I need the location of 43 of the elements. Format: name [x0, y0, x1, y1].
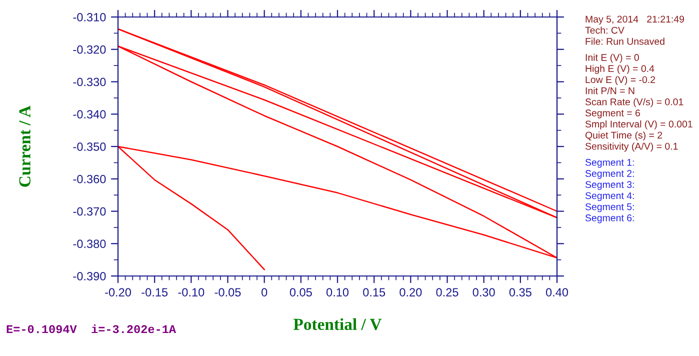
text: Segment 3: — [585, 181, 634, 190]
text: File: Run Unsaved — [586, 38, 664, 45]
x-tick-label: 0.25 — [436, 288, 458, 296]
text: Quiet Time (s) = 2 — [585, 131, 662, 141]
text: Segment 1: — [585, 158, 634, 168]
x-tick-label: 0.40 — [546, 288, 568, 296]
x-tick-label: -0.10 — [178, 288, 204, 296]
text: Segment 6: — [585, 214, 634, 224]
text: Init P/N = N — [586, 87, 634, 94]
x-tick-label: -0.05 — [214, 288, 241, 296]
y-tick-label: -0.350 — [73, 142, 106, 151]
x-axis-title: Potential / V — [293, 318, 382, 330]
text: Tech: CV — [585, 26, 624, 34]
text: Smpl Interval (V) = 0.001 — [585, 120, 692, 130]
y-tick-label: -0.330 — [73, 78, 106, 86]
text: High E (V) = 0.4 — [586, 64, 654, 74]
x-tick-label: 0.35 — [509, 288, 532, 296]
x-tick-label: 0.10 — [326, 288, 349, 296]
text: Low E (V) = -0.2 — [586, 76, 656, 86]
text: Segment = 6 — [585, 110, 640, 118]
text: Sensitivity (A/V) = 0.1 — [585, 142, 678, 152]
text: Segment 5: — [585, 203, 634, 212]
x-tick-label: -0.15 — [142, 288, 168, 296]
y-tick-label: -0.340 — [73, 110, 106, 119]
x-tick-label: 0.15 — [363, 288, 386, 296]
y-tick-label: -0.370 — [73, 207, 106, 216]
y-tick-label: -0.310 — [73, 13, 106, 22]
text: Segment 2: — [585, 170, 634, 179]
y-tick-label: -0.320 — [73, 45, 106, 54]
text: Init E (V) = 0 — [586, 54, 639, 63]
x-tick-label: -0.20 — [105, 288, 131, 296]
x-tick-label: 0.20 — [400, 288, 422, 296]
y-tick-label: -0.390 — [73, 272, 106, 280]
text: Scan Rate (V/s) = 0.01 — [585, 98, 684, 108]
y-tick-label: -0.380 — [73, 240, 106, 248]
x-tick-label: 0 — [262, 288, 268, 296]
y-tick-label: -0.360 — [73, 174, 106, 184]
text: Segment 4: — [585, 192, 634, 202]
text: E=-0.1094V i=-3.202e-1A — [6, 324, 176, 334]
x-tick-label: 0.30 — [472, 288, 495, 296]
y-axis-title: Current / A — [19, 106, 30, 187]
x-tick-label: 0.05 — [290, 288, 312, 296]
text: May 5, 2014 21:21:49 — [586, 16, 684, 25]
